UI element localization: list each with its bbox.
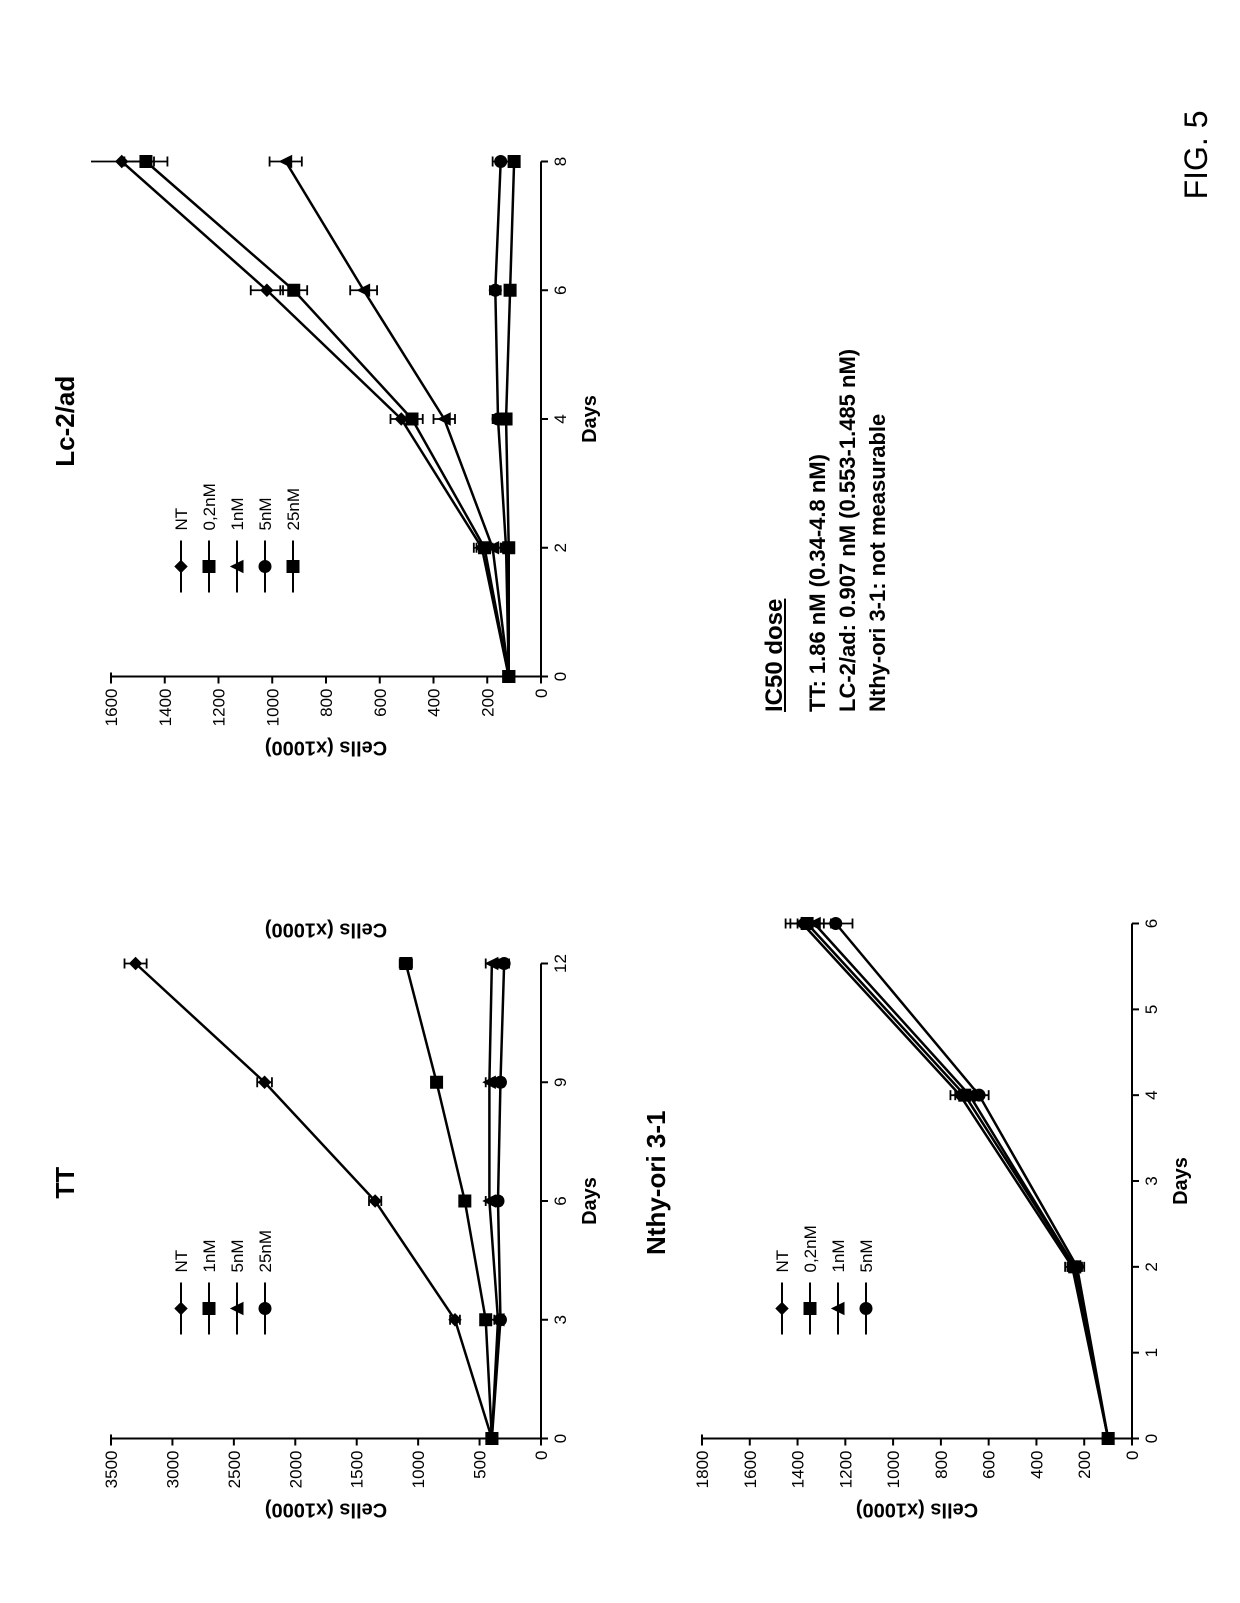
svg-text:4: 4	[1142, 1090, 1161, 1099]
svg-text:NT: NT	[172, 1249, 191, 1272]
svg-text:5nM: 5nM	[228, 1239, 247, 1272]
svg-text:200: 200	[1075, 1450, 1094, 1478]
svg-text:800: 800	[317, 689, 336, 717]
svg-text:2500: 2500	[225, 1450, 244, 1488]
panel-nthy: Nthy-ori 3-1 020040060080010001200140016…	[641, 832, 1202, 1534]
svg-text:1000: 1000	[409, 1450, 428, 1488]
svg-text:1200: 1200	[836, 1450, 855, 1488]
svg-text:25nM: 25nM	[256, 1229, 275, 1272]
svg-text:3: 3	[1142, 1176, 1161, 1185]
chart-nthy: 0 200 400 600 800 1000 1200 1400 1600 1800 0 1 2 3 4 5 6…	[682, 832, 1202, 1534]
svg-text:NT: NT	[773, 1249, 792, 1272]
svg-text:6: 6	[1142, 918, 1161, 927]
svg-text:0,2nM: 0,2nM	[200, 483, 219, 530]
svg-text:2: 2	[551, 543, 570, 552]
svg-text:5nM: 5nM	[256, 497, 275, 530]
chart-tt: 0 500 1000 1500 2000 2500 3000 3500 0 3 6 9 12 Cells …	[91, 832, 611, 1534]
svg-text:800: 800	[932, 1450, 951, 1478]
panel-lc2ad: Lc-2/ad 0 200 400 600 800 1000 1200 1400 1600 0 2 4…	[50, 70, 611, 772]
svg-text:9: 9	[551, 1077, 570, 1086]
svg-text:5: 5	[1142, 1004, 1161, 1013]
svg-text:0: 0	[1123, 1450, 1142, 1459]
svg-text:600: 600	[980, 1450, 999, 1478]
svg-text:1400: 1400	[156, 689, 175, 727]
svg-text:1800: 1800	[693, 1450, 712, 1488]
panel-lc2ad-title: Lc-2/ad	[50, 70, 81, 772]
rotated-stage: TT 0500100015002000250030003500036912Cel…	[0, 0, 1240, 1603]
ic50-line-2: Nthy-ori 3-1: not measurable	[865, 348, 891, 711]
svg-text:1nM: 1nM	[829, 1239, 848, 1272]
svg-text:0: 0	[1142, 1433, 1161, 1442]
svg-text:2: 2	[1142, 1262, 1161, 1271]
panel-nthy-title: Nthy-ori 3-1	[641, 832, 672, 1534]
chart-lc2ad: 0 200 400 600 800 1000 1200 1400 1600 0 2 4 6 8 Cells …	[91, 70, 611, 772]
svg-text:200: 200	[478, 689, 497, 717]
svg-text:8: 8	[551, 157, 570, 166]
figure-label: FIG. 5	[1178, 110, 1215, 199]
svg-text:3: 3	[551, 1315, 570, 1324]
svg-text:Cells (x1000): Cells (x1000)	[265, 737, 387, 759]
svg-text:0,2nM: 0,2nM	[801, 1225, 820, 1272]
svg-text:1600: 1600	[102, 689, 121, 727]
panels-grid: TT 0500100015002000250030003500036912Cel…	[0, 0, 1240, 1603]
svg-text:Days: Days	[579, 1177, 601, 1225]
ic50-title: IC50 dose	[761, 348, 789, 711]
svg-text:NT: NT	[172, 508, 191, 531]
svg-text:Days: Days	[1170, 1157, 1192, 1205]
svg-text:25nM: 25nM	[284, 488, 303, 531]
svg-text:1400: 1400	[789, 1450, 808, 1488]
svg-text:1: 1	[1142, 1347, 1161, 1356]
svg-text:3000: 3000	[163, 1450, 182, 1488]
svg-text:0: 0	[551, 672, 570, 681]
svg-text:0: 0	[532, 1450, 551, 1459]
svg-text:1000: 1000	[884, 1450, 903, 1488]
ic50-line-0: TT: 1.86 nM (0.34-4.8 nM)	[805, 348, 831, 711]
svg-text:1nM: 1nM	[200, 1239, 219, 1272]
svg-text:Cells (x1000): Cells (x1000)	[856, 1498, 978, 1520]
svg-text:600: 600	[371, 689, 390, 717]
svg-text:1000: 1000	[263, 689, 282, 727]
panel-tt-title: TT	[50, 832, 81, 1534]
svg-text:6: 6	[551, 286, 570, 295]
svg-text:1500: 1500	[348, 1450, 367, 1488]
svg-text:1200: 1200	[210, 689, 229, 727]
svg-text:0: 0	[551, 1433, 570, 1442]
svg-text:Cells (x1000): Cells (x1000)	[265, 918, 387, 940]
svg-text:400: 400	[425, 689, 444, 717]
chart-tt-svg: 0 500 1000 1500 2000 2500 3000 3500 0 3 6 9 12 Cells …	[91, 893, 611, 1533]
svg-text:500: 500	[471, 1450, 490, 1478]
svg-text:Cells (x1000): Cells (x1000)	[265, 1498, 387, 1520]
svg-text:0: 0	[532, 689, 551, 698]
svg-text:6: 6	[551, 1196, 570, 1205]
svg-text:1600: 1600	[741, 1450, 760, 1488]
panel-ic50: IC50 dose TT: 1.86 nM (0.34-4.8 nM) LC-2…	[641, 70, 1202, 772]
svg-text:4: 4	[551, 414, 570, 423]
svg-text:2000: 2000	[286, 1450, 305, 1488]
chart-lc2ad-svg: 0 200 400 600 800 1000 1200 1400 1600 0 2 4 6 8 Cells …	[91, 132, 611, 772]
svg-text:12: 12	[551, 954, 570, 973]
panel-tt: TT 0 500 1000 1500 2000 2500 3000 3500 0 3 6 9 12 Cel…	[50, 832, 611, 1534]
svg-text:Days: Days	[579, 395, 601, 443]
ic50-line-1: LC-2/ad: 0.907 nM (0.553-1.485 nM)	[835, 348, 861, 711]
svg-text:3500: 3500	[102, 1450, 121, 1488]
chart-nthy-svg: 0 200 400 600 800 1000 1200 1400 1600 1800 0 1 2 3 4 5 6…	[682, 893, 1202, 1533]
ic50-block: IC50 dose TT: 1.86 nM (0.34-4.8 nM) LC-2…	[761, 348, 895, 711]
svg-text:400: 400	[1027, 1450, 1046, 1478]
svg-text:1nM: 1nM	[228, 497, 247, 530]
svg-text:5nM: 5nM	[857, 1239, 876, 1272]
